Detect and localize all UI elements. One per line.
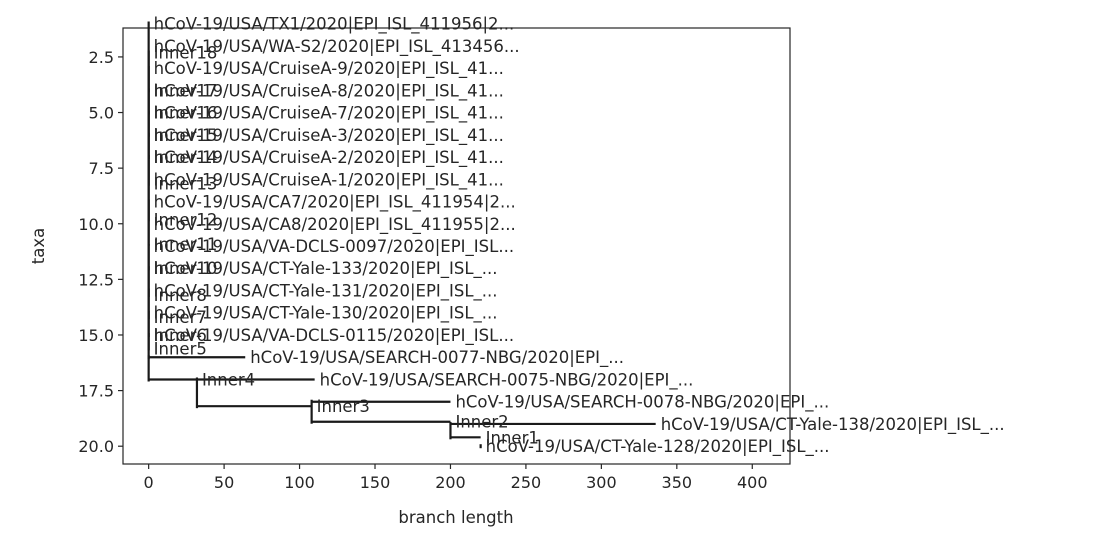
x-axis-ticks: 0 50 100 150 200 250 300 350 400 (144, 464, 768, 492)
leaf-label: hCoV-19/USA/CruiseA-2/2020|EPI_ISL_41... (154, 148, 504, 168)
leaf-label: hCoV-19/USA/CruiseA-1/2020|EPI_ISL_41... (154, 170, 504, 190)
y-axis-ticks: 2.5 5.0 7.5 10.0 12.5 15.0 17.5 20.0 (78, 48, 123, 456)
y-tick-label: 2.5 (89, 48, 114, 67)
leaf-label: hCoV-19/USA/CA7/2020|EPI_ISL_411954|2... (154, 193, 516, 213)
branches (147, 21, 656, 449)
x-tick-label: 250 (511, 473, 542, 492)
leaf-label: hCoV-19/USA/CT-Yale-128/2020|EPI_ISL_... (486, 437, 830, 457)
inner-node-label: Inner17 (154, 81, 218, 100)
leaf-label: hCoV-19/USA/CruiseA-8/2020|EPI_ISL_41... (154, 81, 504, 101)
inner-node-label: Inner18 (154, 43, 218, 62)
x-tick-label: 300 (586, 473, 617, 492)
leaf-label: hCoV-19/USA/VA-DCLS-0097/2020|EPI_ISL... (154, 237, 514, 257)
x-tick-label: 350 (662, 473, 693, 492)
leaf-label: hCoV-19/USA/SEARCH-0078-NBG/2020|EPI_... (455, 393, 829, 413)
inner-node-label: Inner1 (486, 428, 539, 447)
y-tick-label: 17.5 (78, 382, 114, 401)
inner-node-label: Inner6 (154, 326, 207, 345)
x-tick-label: 100 (284, 473, 315, 492)
leaf-label: hCoV-19/USA/CA8/2020|EPI_ISL_411955|2... (154, 215, 516, 235)
leaf-label: hCoV-19/USA/CruiseA-9/2020|EPI_ISL_41... (154, 59, 504, 79)
leaf-label: hCoV-19/USA/VA-DCLS-0115/2020|EPI_ISL... (154, 326, 514, 346)
leaf-label: hCoV-19/USA/CT-Yale-131/2020|EPI_ISL_... (154, 281, 498, 301)
leaf-label: hCoV-19/USA/CruiseA-7/2020|EPI_ISL_41... (154, 104, 504, 124)
inner-node-label: Inner11 (154, 235, 218, 254)
inner-node-label: Inner14 (154, 148, 218, 167)
inner-node-label: Inner10 (154, 259, 218, 278)
y-tick-label: 20.0 (78, 437, 114, 456)
inner-node-label: Inner3 (317, 397, 370, 416)
inner-node-label: Inner2 (455, 413, 508, 432)
inner-node-label: Inner13 (154, 175, 218, 194)
leaf-label: hCoV-19/USA/CT-Yale-130/2020|EPI_ISL_... (154, 304, 498, 324)
y-tick-label: 15.0 (78, 326, 114, 345)
leaf-label: hCoV-19/USA/WA-S2/2020|EPI_ISL_413456... (154, 37, 520, 57)
leaf-label: hCoV-19/USA/CT-Yale-138/2020|EPI_ISL_... (661, 415, 1005, 435)
inner-node-label: Inner7 (154, 308, 207, 327)
x-tick-label: 200 (435, 473, 466, 492)
y-tick-label: 5.0 (89, 104, 114, 123)
inner-node-label: Inner5 (154, 339, 207, 358)
inner-node-label: Inner16 (154, 104, 218, 123)
y-axis-label: taxa (29, 228, 48, 264)
leaf-label: hCoV-19/USA/SEARCH-0077-NBG/2020|EPI_... (250, 348, 624, 368)
x-tick-label: 50 (214, 473, 234, 492)
x-tick-label: 0 (144, 473, 154, 492)
y-tick-label: 7.5 (89, 159, 114, 178)
x-axis-label: branch length (398, 508, 513, 527)
inner-node-label: Inner12 (154, 210, 218, 229)
x-tick-label: 150 (360, 473, 391, 492)
leaf-label: hCoV-19/USA/SEARCH-0075-NBG/2020|EPI_... (320, 370, 694, 390)
clade-labels: hCoV-19/USA/TX1/2020|EPI_ISL_411956|2...… (154, 15, 1005, 458)
leaf-label: hCoV-19/USA/CruiseA-3/2020|EPI_ISL_41... (154, 126, 504, 146)
leaf-label: hCoV-19/USA/TX1/2020|EPI_ISL_411956|2... (154, 15, 515, 35)
leaf-label: hCoV-19/USA/CT-Yale-133/2020|EPI_ISL_... (154, 259, 498, 279)
y-tick-label: 12.5 (78, 270, 114, 289)
inner-node-label: Inner4 (202, 370, 255, 389)
x-tick-label: 400 (737, 473, 768, 492)
inner-node-label: Inner8 (154, 286, 207, 305)
inner-node-label: Inner15 (154, 126, 218, 145)
plot-area-frame (122, 27, 791, 465)
y-tick-label: 10.0 (78, 215, 114, 234)
